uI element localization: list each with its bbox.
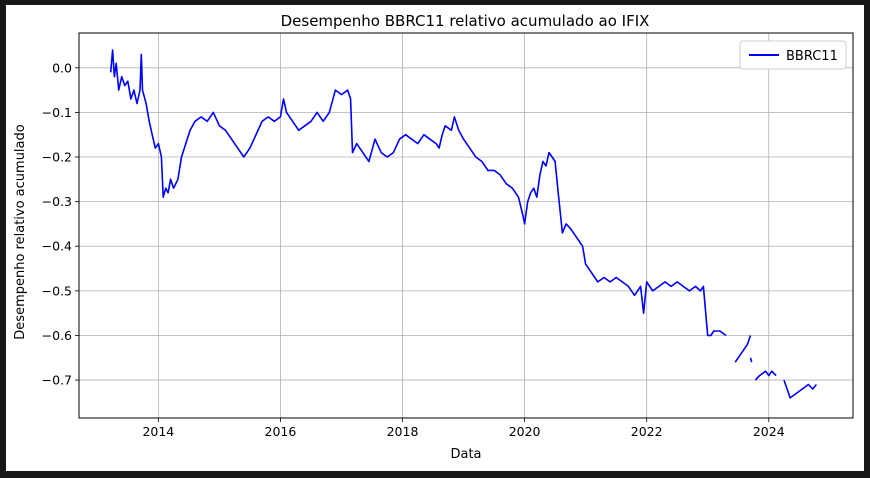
x-tick-label: 2016 (265, 424, 297, 439)
chart-figure: Desempenho BBRC11 relativo acumulado ao … (6, 5, 864, 471)
line-chart: Desempenho BBRC11 relativo acumulado ao … (13, 12, 854, 462)
x-tick-label: 2024 (753, 424, 785, 439)
y-tick-label: −0.2 (42, 150, 72, 165)
y-tick-label: −0.4 (42, 239, 72, 254)
y-tick-label: −0.6 (42, 328, 72, 343)
plot-area (109, 49, 818, 399)
series-line-bbrc11 (749, 357, 753, 363)
y-axis-label: Desempenho relativo acumulado (13, 124, 28, 339)
series-line-bbrc11 (754, 370, 777, 381)
y-tick-label: −0.1 (42, 105, 72, 120)
axis-ticks: 2014 2016 2018 2020 2022 2024 0.0 −0.1 −0.2 −0.3 −… (42, 60, 785, 439)
legend-box (739, 40, 847, 70)
chart-title: Desempenho BBRC11 relativo acumulado ao … (281, 12, 650, 30)
legend-label-bbrc11: BBRC11 (786, 49, 838, 64)
series-line-bbrc11 (109, 49, 727, 337)
y-tick-label: −0.5 (42, 283, 72, 298)
y-tick-label: 0.0 (52, 60, 72, 75)
x-tick-label: 2022 (631, 424, 663, 439)
x-tick-label: 2014 (142, 424, 174, 439)
series-line-bbrc11 (783, 379, 818, 399)
axes-frame (78, 32, 854, 419)
y-tick-label: −0.3 (42, 194, 72, 209)
x-tick-label: 2018 (387, 424, 419, 439)
y-tick-label: −0.7 (42, 373, 72, 388)
x-axis-label: Data (450, 447, 481, 462)
grid-lines (79, 33, 853, 418)
legend: BBRC11 (739, 40, 847, 70)
series-line-bbrc11 (734, 335, 752, 363)
x-tick-label: 2020 (509, 424, 541, 439)
